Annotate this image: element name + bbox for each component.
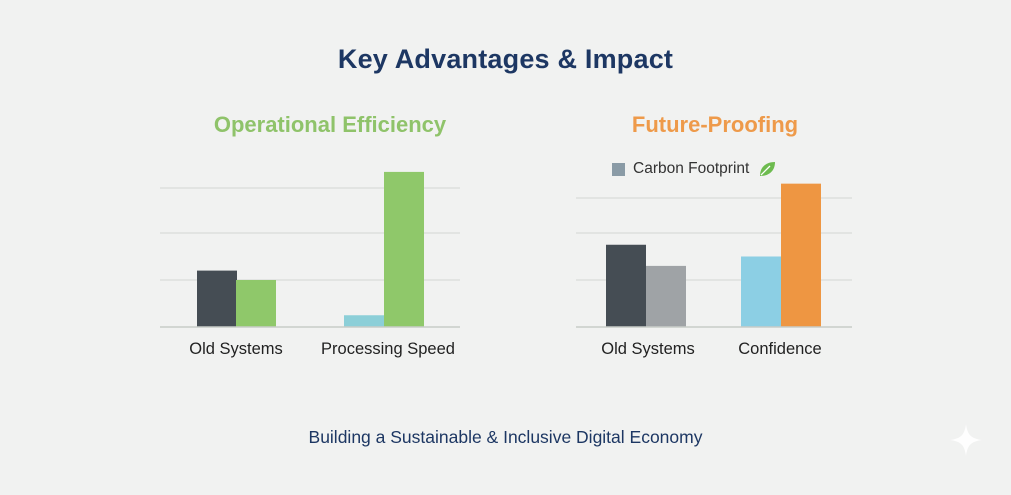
legend-label: Carbon Footprint (633, 160, 750, 177)
x-tick-label: Processing Speed (321, 340, 455, 358)
leaf-icon (760, 162, 776, 176)
sparkle-icon (950, 424, 982, 456)
bar-processing-speed-light-blue (344, 315, 384, 327)
bar-processing-speed-green (384, 171, 424, 327)
chart-legend: Carbon Footprint (612, 158, 777, 180)
x-tick-label: Old Systems (189, 340, 283, 358)
bar-old-systems-green (236, 280, 276, 327)
bar-old-systems-gray (646, 265, 686, 327)
footer-tagline: Building a Sustainable & Inclusive Digit… (308, 427, 703, 447)
bar-confidence-orange (781, 183, 821, 327)
legend-swatch (612, 162, 625, 176)
x-tick-label: Old Systems (601, 340, 695, 358)
bar-old-systems-dark (197, 270, 237, 327)
x-tick-label: Confidence (738, 340, 821, 358)
future-proofing-chart-title: Future-Proofing (631, 112, 799, 137)
efficiency-chart-title: Operational Efficiency (213, 112, 447, 137)
page-title: Key Advantages & Impact (337, 44, 674, 74)
bar-confidence-light-blue (741, 256, 781, 327)
bar-old-systems-dark (606, 244, 646, 327)
